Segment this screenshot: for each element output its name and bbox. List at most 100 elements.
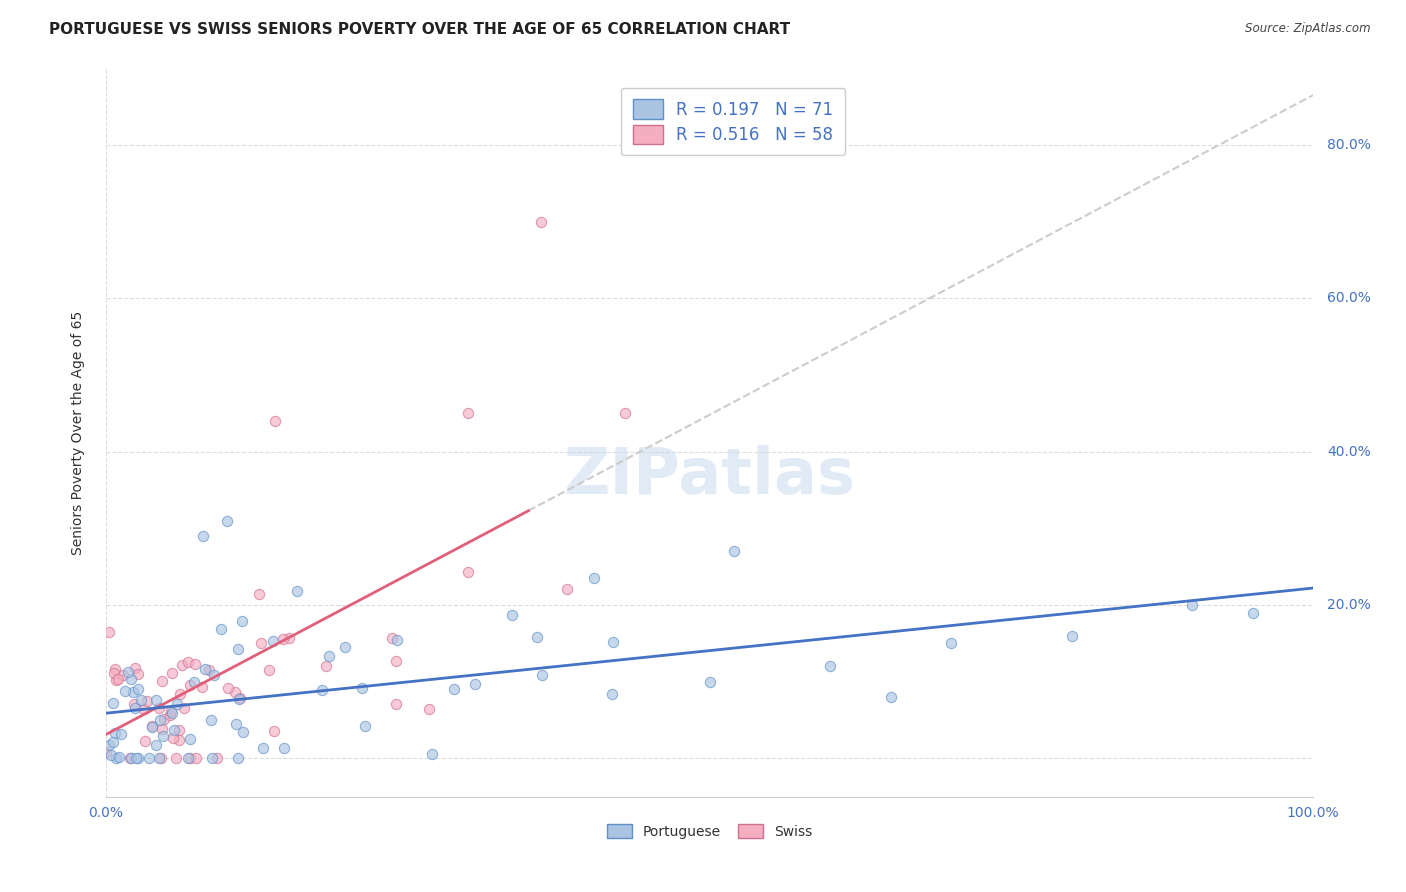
Point [101, 696, 124, 710]
Point [150, 673, 173, 688]
Text: 60.0%: 60.0% [1327, 292, 1371, 305]
Point [120, 751, 142, 765]
Point [201, 751, 224, 765]
Point [141, 720, 163, 734]
Point [387, 633, 409, 648]
Point [152, 729, 174, 743]
Point [136, 694, 159, 708]
Point [250, 636, 273, 650]
Point [318, 648, 340, 663]
Point [271, 632, 294, 646]
Point [127, 751, 149, 765]
Point [134, 733, 156, 747]
Point [723, 544, 745, 558]
Point [385, 654, 408, 668]
Point [114, 683, 136, 698]
Point [311, 682, 333, 697]
Text: ZIPatlas: ZIPatlas [564, 445, 855, 508]
Point [384, 697, 406, 711]
Point [149, 713, 172, 727]
Point [169, 687, 191, 701]
Point [277, 631, 299, 645]
Point [315, 658, 337, 673]
Point [583, 571, 606, 585]
Point [162, 666, 184, 681]
Point [129, 693, 152, 707]
Point [153, 713, 176, 727]
Point [96, 745, 118, 759]
Point [172, 657, 194, 672]
Point [98, 738, 121, 752]
Point [264, 414, 287, 428]
Point [122, 684, 145, 698]
Point [226, 641, 249, 656]
Point [205, 751, 228, 765]
Point [252, 740, 274, 755]
Point [614, 407, 637, 421]
Point [165, 751, 187, 765]
Point [224, 684, 246, 698]
Point [464, 677, 486, 691]
Point [124, 751, 146, 765]
Point [160, 706, 183, 720]
Point [202, 668, 225, 682]
Point [184, 657, 207, 671]
Point [124, 701, 146, 715]
Point [350, 681, 373, 695]
Point [217, 681, 239, 695]
Point [1241, 606, 1264, 620]
Point [183, 675, 205, 690]
Point [122, 698, 145, 712]
Point [150, 751, 173, 765]
Point [262, 634, 284, 648]
Text: PORTUGUESE VS SWISS SENIORS POVERTY OVER THE AGE OF 65 CORRELATION CHART: PORTUGUESE VS SWISS SENIORS POVERTY OVER… [49, 22, 790, 37]
Point [228, 692, 250, 706]
Point [167, 723, 190, 737]
Point [112, 668, 135, 682]
Legend: Portuguese, Swiss: Portuguese, Swiss [602, 819, 818, 845]
Point [526, 631, 548, 645]
Point [148, 700, 170, 714]
Point [228, 690, 250, 705]
Point [179, 751, 201, 765]
Point [104, 661, 127, 675]
Point [420, 747, 443, 761]
Point [285, 584, 308, 599]
Point [127, 681, 149, 696]
Point [103, 665, 125, 680]
Point [124, 661, 146, 675]
Point [231, 614, 253, 628]
Text: Source: ZipAtlas.com: Source: ZipAtlas.com [1246, 22, 1371, 36]
Point [104, 751, 127, 765]
Y-axis label: Seniors Poverty Over the Age of 65: Seniors Poverty Over the Age of 65 [72, 310, 86, 555]
Point [176, 655, 198, 669]
Point [232, 725, 254, 739]
Point [132, 702, 155, 716]
Point [699, 674, 721, 689]
Point [879, 690, 901, 705]
Point [457, 407, 479, 421]
Point [145, 738, 167, 752]
Point [200, 713, 222, 727]
Point [159, 704, 181, 718]
Point [110, 726, 132, 740]
Point [101, 735, 124, 749]
Point [104, 673, 127, 688]
Point [162, 731, 184, 746]
Point [179, 678, 201, 692]
Point [177, 751, 200, 765]
Point [159, 708, 181, 723]
Point [939, 636, 962, 650]
Point [141, 719, 163, 733]
Point [353, 719, 375, 733]
Text: 40.0%: 40.0% [1327, 445, 1371, 458]
Point [555, 582, 578, 596]
Point [117, 665, 139, 679]
Point [197, 663, 219, 677]
Point [818, 659, 841, 673]
Point [602, 635, 624, 649]
Point [145, 693, 167, 707]
Text: 80.0%: 80.0% [1327, 138, 1371, 153]
Point [531, 668, 554, 682]
Point [501, 608, 523, 623]
